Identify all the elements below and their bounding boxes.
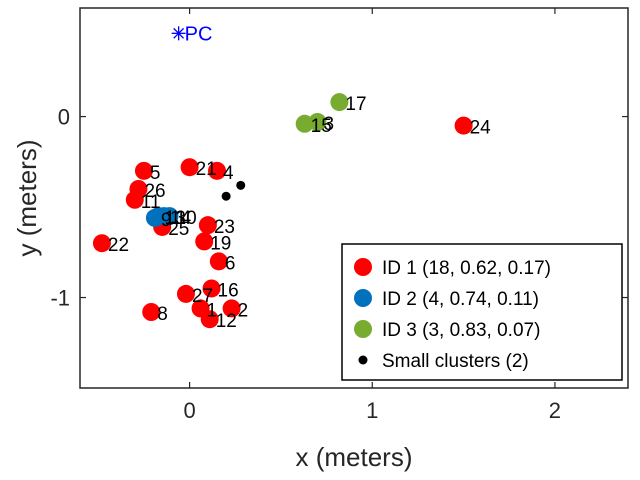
cluster-point (200, 310, 219, 329)
point-id-label: 11 (141, 192, 161, 213)
cluster-point (134, 161, 153, 180)
point-id-label: 16 (218, 280, 239, 301)
point-id-label: 27 (192, 286, 213, 307)
point-id-label: 17 (345, 94, 366, 115)
cluster-point (208, 161, 226, 180)
pc-asterisk-icon (171, 26, 186, 41)
legend-marker (354, 289, 372, 307)
x-tick-label: 1 (366, 398, 378, 423)
cluster-point (195, 232, 214, 251)
legend: ID 1 (18, 0.62, 0.17) ID 2 (4, 0.74, 0.11… (341, 243, 623, 381)
point-id-label: 25 (168, 219, 189, 240)
cluster-point (308, 113, 327, 131)
cluster-point (209, 252, 228, 271)
point-id-label: 23 (214, 217, 235, 238)
y-tick-label: 0 (58, 105, 70, 130)
point-id-label: 1 (207, 300, 218, 321)
y-tick-label: -1 (50, 286, 70, 311)
point-id-label: 24 (470, 118, 492, 139)
axes-frame (79, 7, 629, 389)
cluster-point (176, 284, 195, 303)
pc-label: PC (185, 23, 213, 45)
legend-marker (358, 355, 368, 365)
legend-entry-label: ID 3 (3, 0.83, 0.07) (382, 320, 540, 341)
legend-marker (354, 258, 372, 276)
point-id-label: 22 (108, 235, 129, 256)
small-cluster-point (236, 180, 246, 190)
legend-marker (354, 320, 372, 338)
pc-marker-layer: PC (171, 23, 213, 45)
point-id-label: 3 (323, 114, 334, 135)
point-id-label: 19 (210, 233, 231, 254)
cluster-point (454, 116, 473, 135)
point-id-label: 2 (238, 300, 249, 321)
legend-box (341, 243, 623, 381)
y-axis-label: y (meters) (12, 140, 42, 257)
cluster-point (198, 216, 217, 235)
point-id-label: 5 (150, 163, 161, 184)
legend-entry-label: ID 2 (4, 0.74, 0.11) (382, 289, 539, 310)
cluster-point (222, 299, 241, 318)
cluster-point (142, 303, 161, 321)
point-id-label: 4 (223, 163, 234, 184)
point-id-label: 14 (170, 208, 192, 229)
legend-entry-label: Small clusters (2) (382, 351, 529, 372)
cluster-point (180, 158, 199, 177)
x-tick-label: 0 (183, 398, 195, 423)
point-id-label: 21 (196, 159, 217, 180)
axis-ticks-layer: 0 1 2-10 (50, 8, 628, 423)
x-axis-label: x (meters) (296, 442, 413, 472)
cluster-point (92, 234, 111, 253)
point-id-label: 15 (311, 116, 332, 137)
point-id-label: 10 (176, 208, 197, 229)
point-id-label: 12 (216, 311, 237, 332)
point-id-label: 6 (225, 253, 236, 274)
point-id-label: 26 (144, 181, 165, 202)
point-id-label: 13 (165, 208, 186, 229)
legend-entry-label: ID 1 (18, 0.62, 0.17) (382, 258, 551, 279)
cluster-point (330, 93, 349, 112)
small-cluster-point (221, 191, 231, 201)
cluster-point (125, 190, 144, 209)
cluster-point (202, 279, 221, 298)
cluster-point (160, 207, 179, 226)
point-id-label: 9 (161, 210, 172, 231)
x-tick-label: 2 (549, 398, 561, 423)
point-id-label: 8 (157, 304, 168, 325)
